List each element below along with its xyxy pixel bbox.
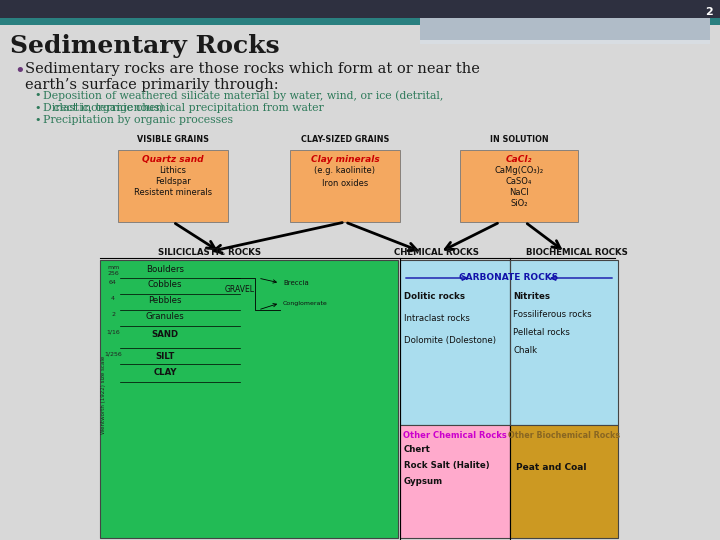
Text: Rock Salt (Halite): Rock Salt (Halite) bbox=[404, 461, 490, 470]
Bar bbox=[420, 40, 710, 44]
Text: 2: 2 bbox=[111, 312, 115, 317]
Bar bbox=[400, 425, 510, 538]
Text: Direct inorganic chemical precipitation from water: Direct inorganic chemical precipitation … bbox=[43, 103, 324, 113]
Text: Chalk: Chalk bbox=[513, 346, 537, 355]
Text: Granules: Granules bbox=[145, 312, 184, 321]
Text: 4: 4 bbox=[111, 296, 115, 301]
Bar bbox=[460, 150, 578, 222]
Text: CLAY-SIZED GRAINS: CLAY-SIZED GRAINS bbox=[301, 135, 390, 144]
Text: IN SOLUTION: IN SOLUTION bbox=[490, 135, 549, 144]
Text: Pelletal rocks: Pelletal rocks bbox=[513, 328, 570, 337]
Text: Dolomite (Dolestone): Dolomite (Dolestone) bbox=[404, 336, 496, 345]
Text: Quartz sand: Quartz sand bbox=[142, 155, 204, 164]
Text: (e.g. kaolinite): (e.g. kaolinite) bbox=[315, 166, 376, 175]
Text: •: • bbox=[34, 103, 40, 113]
Text: CLAY: CLAY bbox=[153, 368, 176, 377]
Bar bbox=[100, 260, 398, 538]
Text: Intraclast rocks: Intraclast rocks bbox=[404, 314, 470, 323]
Text: Sedimentary Rocks: Sedimentary Rocks bbox=[10, 34, 279, 58]
Text: Lithics: Lithics bbox=[160, 166, 186, 175]
Text: •: • bbox=[34, 90, 40, 100]
Text: SAND: SAND bbox=[151, 330, 179, 339]
Text: Gypsum: Gypsum bbox=[404, 477, 443, 486]
Text: Resistent minerals: Resistent minerals bbox=[134, 188, 212, 197]
Text: Deposition of weathered silicate material by water, wind, or ice (detrital,
   c: Deposition of weathered silicate materia… bbox=[43, 90, 444, 113]
Text: Pebbles: Pebbles bbox=[148, 296, 181, 305]
Text: CaMg(CO₃)₂: CaMg(CO₃)₂ bbox=[495, 166, 544, 175]
Bar bbox=[290, 150, 400, 222]
Text: CARBONATE ROCKS: CARBONATE ROCKS bbox=[459, 273, 559, 282]
Text: Sedimentary rocks are those rocks which form at or near the
earth’s surface prim: Sedimentary rocks are those rocks which … bbox=[25, 62, 480, 92]
Text: Iron oxides: Iron oxides bbox=[322, 179, 368, 188]
Text: Nitrites: Nitrites bbox=[513, 292, 550, 301]
Text: Other Biochemical Rocks: Other Biochemical Rocks bbox=[508, 431, 620, 440]
Bar bbox=[400, 260, 618, 425]
Text: Conglomerate: Conglomerate bbox=[283, 300, 328, 306]
Text: •: • bbox=[14, 62, 24, 80]
Bar bbox=[420, 18, 710, 40]
Text: Other Chemical Rocks: Other Chemical Rocks bbox=[403, 431, 507, 440]
Text: SiO₂: SiO₂ bbox=[510, 199, 528, 208]
Text: mm
256: mm 256 bbox=[107, 265, 119, 276]
Text: Fossiliferous rocks: Fossiliferous rocks bbox=[513, 310, 592, 319]
Text: BIOCHEMICAL ROCKS: BIOCHEMICAL ROCKS bbox=[526, 248, 628, 257]
Bar bbox=[510, 425, 618, 538]
Text: 2: 2 bbox=[706, 7, 713, 17]
Text: SILT: SILT bbox=[156, 352, 175, 361]
Text: 1/256: 1/256 bbox=[104, 352, 122, 357]
Text: Breccia: Breccia bbox=[283, 280, 309, 286]
Text: SILICICLASTIC ROCKS: SILICICLASTIC ROCKS bbox=[158, 248, 261, 257]
Text: Precipitation by organic processes: Precipitation by organic processes bbox=[43, 115, 233, 125]
Text: Peat and Coal: Peat and Coal bbox=[516, 463, 587, 472]
Text: CaCl₂: CaCl₂ bbox=[505, 155, 532, 164]
Text: 1/16: 1/16 bbox=[106, 330, 120, 335]
Text: Feldspar: Feldspar bbox=[155, 177, 191, 186]
Text: Chert: Chert bbox=[404, 445, 431, 454]
Text: NaCl: NaCl bbox=[509, 188, 529, 197]
Text: CHEMICAL ROCKS: CHEMICAL ROCKS bbox=[395, 248, 480, 257]
Text: Wentworth (1922) size scale: Wentworth (1922) size scale bbox=[102, 356, 107, 434]
Text: 64: 64 bbox=[109, 280, 117, 285]
Text: •: • bbox=[34, 115, 40, 125]
Bar bbox=[0, 0, 720, 18]
Text: CaSO₄: CaSO₄ bbox=[506, 177, 532, 186]
Bar bbox=[118, 150, 228, 222]
Text: VISIBLE GRAINS: VISIBLE GRAINS bbox=[137, 135, 209, 144]
Text: Clay minerals: Clay minerals bbox=[310, 155, 379, 164]
Text: Dolitic rocks: Dolitic rocks bbox=[404, 292, 465, 301]
Text: Boulders: Boulders bbox=[146, 265, 184, 274]
Text: GRAVEL: GRAVEL bbox=[225, 286, 255, 294]
Bar bbox=[0, 18, 720, 25]
Text: Cobbles: Cobbles bbox=[148, 280, 182, 289]
